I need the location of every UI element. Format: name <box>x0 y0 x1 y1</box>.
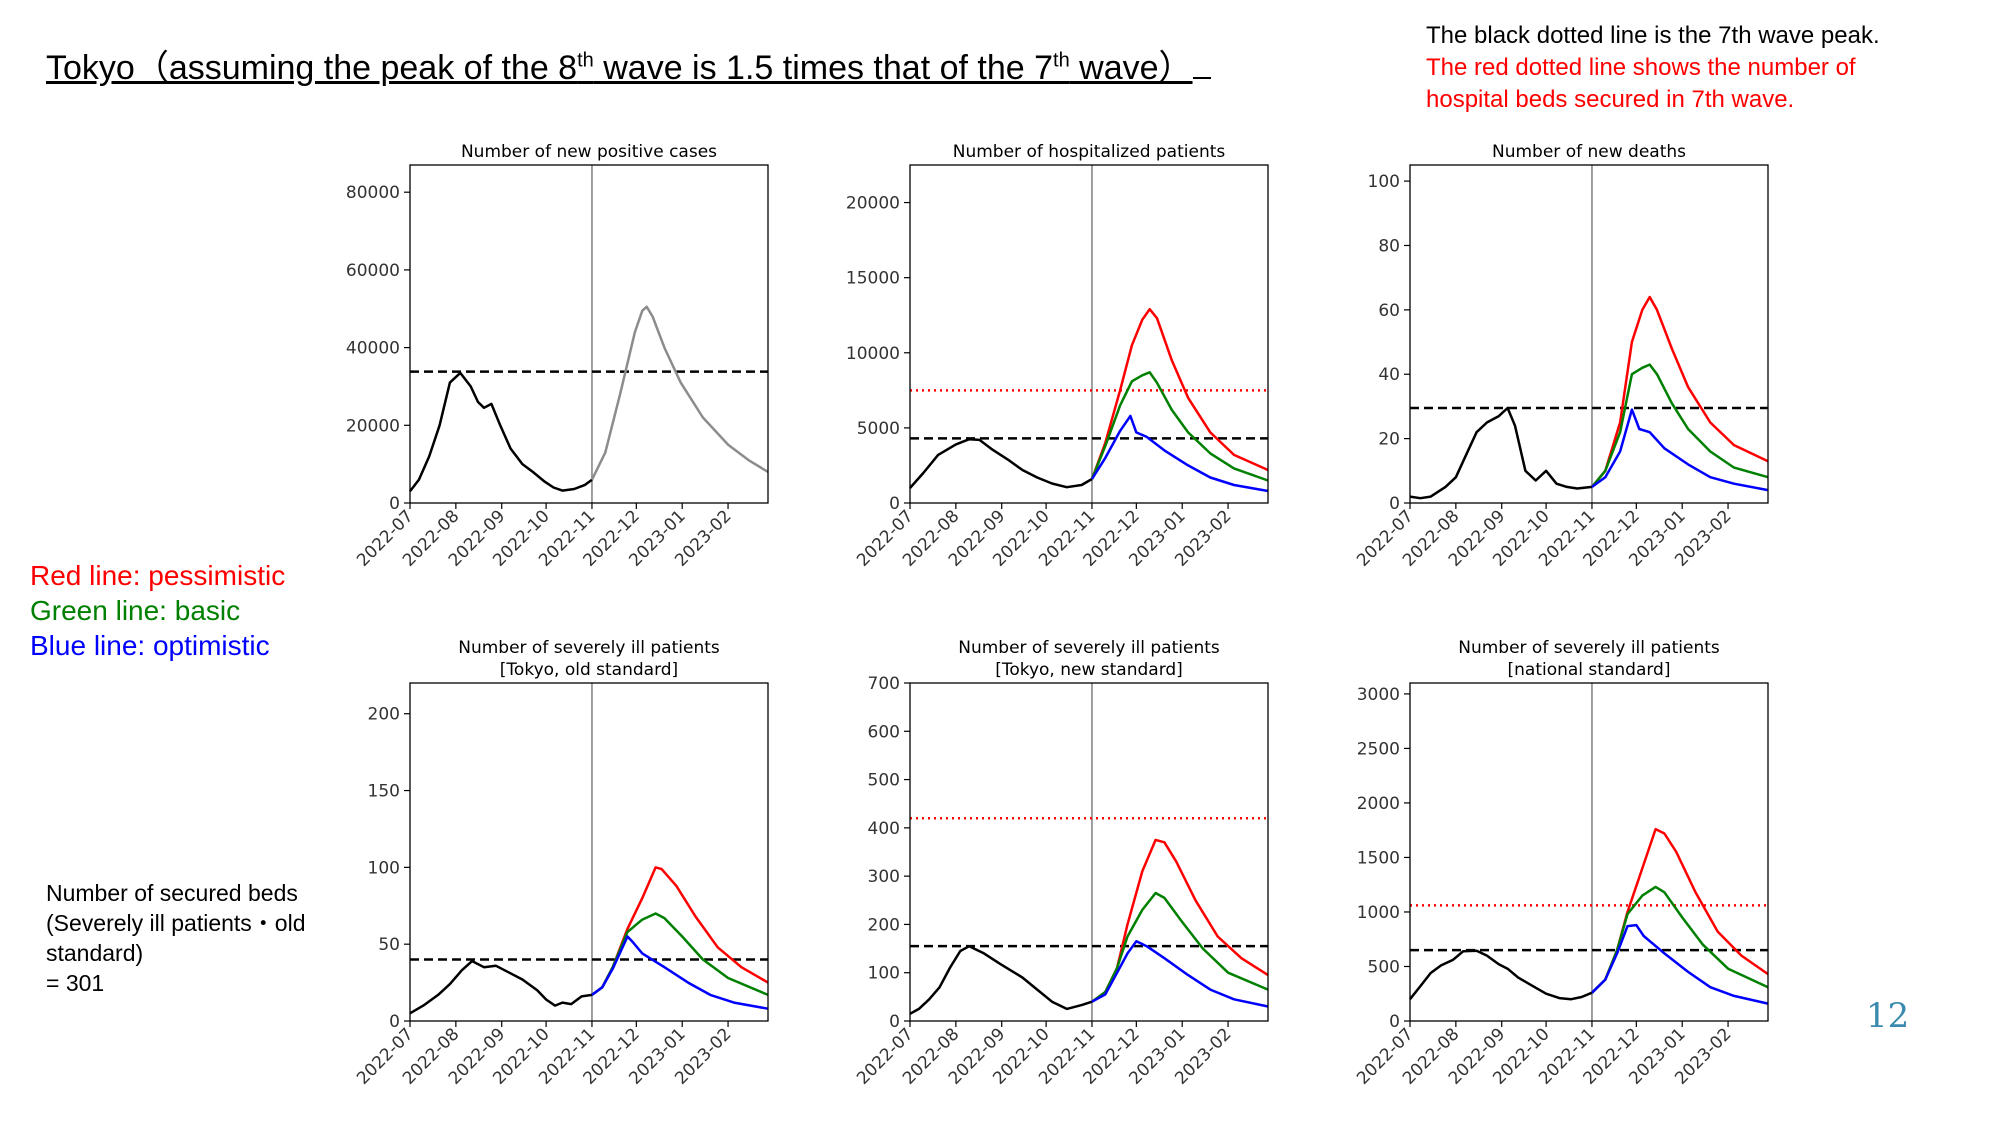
observed-series-line <box>409 371 593 493</box>
optimistic-series-line <box>1591 408 1769 492</box>
y-tick-label: 50 <box>378 935 400 955</box>
pessimistic-series-line <box>1591 295 1769 488</box>
observed-series-line <box>409 959 593 1015</box>
chart-title: Number of severely ill patients <box>958 638 1220 658</box>
note-red-line-1: The red dotted line shows the number of <box>1426 54 1856 81</box>
title-prefix: Tokyo（assuming the peak of the 8 <box>46 49 578 87</box>
chart-title: Number of new positive cases <box>461 142 717 162</box>
chart-title: Number of hospitalized patients <box>953 142 1226 162</box>
y-tick-label: 0 <box>889 494 900 514</box>
y-tick-label: 100 <box>368 858 400 878</box>
y-tick-label: 15000 <box>846 269 900 289</box>
beds-line-4: = 301 <box>46 970 105 996</box>
y-tick-label: 500 <box>868 771 900 791</box>
y-tick-label: 10000 <box>846 344 900 364</box>
legend-basic: Green line: basic <box>30 595 241 626</box>
y-tick-label: 20 <box>1378 430 1400 450</box>
plot-frame <box>909 164 1269 504</box>
plot-frame <box>409 682 769 1022</box>
y-tick-label: 5000 <box>857 419 900 439</box>
title-sup-2: th <box>1053 49 1070 72</box>
title-middle: wave is 1.5 times that of the 7 <box>593 49 1054 87</box>
y-tick-label: 1500 <box>1357 848 1400 868</box>
observed-series-line <box>1409 949 1593 1001</box>
chart-title: [Tokyo, new standard] <box>995 660 1183 680</box>
y-tick-label: 40 <box>1378 365 1400 385</box>
chart-title: Number of new deaths <box>1492 142 1686 162</box>
y-tick-label: 80 <box>1378 236 1400 256</box>
y-tick-label: 3000 <box>1357 685 1400 705</box>
chart-new-positive-cases: Number of new positive cases 0 20000 40000 6… <box>346 142 769 571</box>
page-title: Tokyo（assuming the peak of the 8th wave … <box>46 40 1211 89</box>
chart-severe-tokyo-old: Number of severely ill patients[Tokyo, o… <box>353 638 769 1089</box>
note-black-line: The black dotted line is the 7th wave pe… <box>1426 22 1880 49</box>
y-tick-label: 2000 <box>1357 794 1400 814</box>
legend-pessimistic: Red line: pessimistic <box>30 560 286 591</box>
basic-series-line <box>1091 891 1269 1003</box>
observed-series-line <box>1409 406 1593 500</box>
plot-frame <box>1409 164 1769 504</box>
optimistic-series-line <box>1090 414 1269 493</box>
page-number: 12 <box>1866 996 1910 1036</box>
y-tick-label: 40000 <box>346 339 400 359</box>
pessimistic-series-line <box>1591 827 1769 994</box>
plot-frame <box>1409 682 1769 1022</box>
title-sup-1: th <box>577 49 594 72</box>
plot-frame <box>909 682 1269 1022</box>
note-red-line-2: hospital beds secured in 7th wave. <box>1426 86 1795 113</box>
projection-series-line <box>590 305 769 481</box>
y-tick-label: 0 <box>389 1012 400 1032</box>
secured-beds-note: Number of secured beds (Severely ill pat… <box>46 878 346 998</box>
y-tick-label: 100 <box>1368 172 1400 192</box>
plot-frame <box>409 164 769 504</box>
title-suffix: wave） <box>1069 49 1193 87</box>
optimistic-series-line <box>1091 940 1269 1008</box>
y-tick-label: 0 <box>1389 494 1400 514</box>
chart-title: [national standard] <box>1508 660 1671 680</box>
beds-line-1: Number of secured beds <box>46 880 298 906</box>
beds-line-3: standard) <box>46 940 144 966</box>
y-tick-label: 2500 <box>1357 739 1400 759</box>
pessimistic-series-line <box>591 866 769 996</box>
line-note: The black dotted line is the 7th wave pe… <box>1426 20 1880 116</box>
observed-series-line <box>909 944 1093 1015</box>
y-tick-label: 500 <box>1368 957 1400 977</box>
title-underline <box>1192 49 1211 79</box>
y-tick-label: 300 <box>868 867 900 887</box>
chart-severe-tokyo-new: Number of severely ill patients[Tokyo, n… <box>853 638 1269 1089</box>
y-tick-label: 60 <box>1378 301 1400 321</box>
pessimistic-series-line <box>1090 307 1269 480</box>
y-tick-label: 0 <box>889 1012 900 1032</box>
legend-optimistic: Blue line: optimistic <box>30 630 270 661</box>
y-tick-label: 200 <box>868 915 900 935</box>
basic-series-line <box>1591 885 1769 994</box>
y-tick-label: 1000 <box>1357 903 1400 923</box>
y-tick-label: 100 <box>868 964 900 984</box>
y-tick-label: 600 <box>868 722 900 742</box>
y-tick-label: 150 <box>368 782 400 802</box>
chart-title: Number of severely ill patients <box>1458 638 1720 658</box>
chart-hospitalized-patients: Number of hospitalized patients 0 5000 1000… <box>846 142 1269 571</box>
basic-series-line <box>1090 371 1269 482</box>
y-tick-label: 20000 <box>846 194 900 214</box>
y-tick-label: 0 <box>389 494 400 514</box>
optimistic-series-line <box>591 935 769 1010</box>
y-tick-label: 700 <box>868 674 900 694</box>
y-tick-label: 60000 <box>346 261 400 281</box>
y-tick-label: 20000 <box>346 416 400 436</box>
chart-title: Number of severely ill patients <box>458 638 720 658</box>
observed-series-line <box>909 437 1093 489</box>
y-tick-label: 200 <box>368 705 400 725</box>
optimistic-series-line <box>1591 923 1769 1005</box>
y-tick-label: 0 <box>1389 1012 1400 1032</box>
basic-series-line <box>1591 363 1769 488</box>
scenario-legend: Red line: pessimistic Green line: basic … <box>30 558 285 663</box>
y-tick-label: 400 <box>868 819 900 839</box>
y-tick-label: 80000 <box>346 183 400 203</box>
chart-new-deaths: Number of new deaths0204060801002022-072… <box>1353 142 1769 571</box>
chart-title: [Tokyo, old standard] <box>500 660 678 680</box>
beds-line-2: (Severely ill patients・old <box>46 910 306 936</box>
chart-severe-national: Number of severely ill patients[national… <box>1353 638 1769 1089</box>
